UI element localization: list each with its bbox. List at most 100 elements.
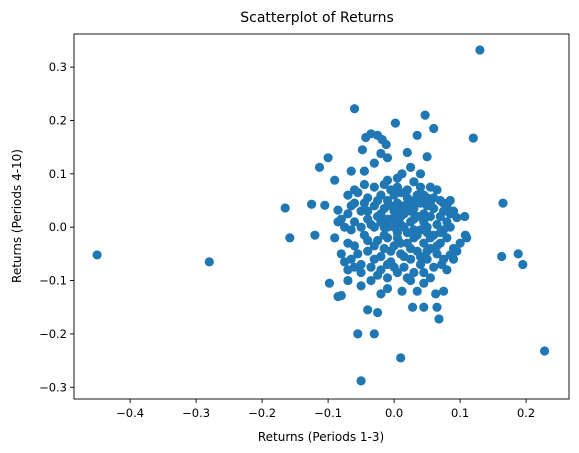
data-point — [386, 201, 396, 211]
data-point — [419, 267, 429, 278]
data-point — [307, 199, 317, 209]
data-point — [369, 329, 379, 339]
data-point — [379, 230, 389, 240]
data-point — [425, 198, 435, 208]
data-point — [379, 179, 389, 190]
data-point — [419, 302, 429, 312]
data-point — [442, 217, 452, 227]
data-point — [412, 130, 422, 140]
data-point — [343, 190, 353, 200]
data-point — [92, 250, 102, 260]
data-point — [343, 275, 353, 286]
data-point — [513, 249, 523, 259]
x-tick-label: −0.2 — [248, 406, 276, 420]
data-point — [425, 273, 435, 283]
data-point — [382, 153, 393, 163]
data-point — [407, 302, 418, 312]
data-point — [396, 203, 406, 214]
data-point — [346, 225, 356, 235]
data-point — [406, 162, 416, 173]
data-point — [369, 182, 379, 192]
data-point — [356, 281, 366, 291]
data-point — [346, 166, 356, 176]
data-point — [330, 175, 340, 185]
data-point — [376, 209, 386, 219]
data-point — [353, 329, 363, 339]
data-point — [392, 233, 402, 243]
data-point — [402, 185, 412, 195]
data-point — [452, 246, 462, 256]
data-point — [382, 222, 393, 232]
data-point — [389, 262, 399, 272]
data-point — [434, 314, 444, 324]
chart-title: Scatterplot of Returns — [240, 10, 394, 26]
data-point — [415, 182, 426, 192]
data-point — [468, 133, 478, 143]
data-point — [412, 286, 422, 296]
data-point — [432, 249, 442, 259]
x-tick-label: 0.2 — [517, 406, 535, 420]
data-point — [399, 262, 409, 272]
data-point — [425, 211, 435, 222]
data-point — [366, 275, 376, 286]
data-point — [356, 376, 366, 386]
x-tick-label: −0.1 — [314, 406, 342, 420]
y-tick-label: −0.3 — [39, 380, 67, 394]
data-point — [359, 179, 369, 190]
data-point — [432, 241, 442, 251]
data-point — [422, 152, 432, 162]
data-point — [539, 346, 550, 356]
data-point — [455, 238, 465, 248]
data-point — [396, 353, 406, 363]
data-point — [420, 110, 430, 120]
data-points — [92, 45, 550, 386]
data-point — [373, 195, 383, 206]
data-point — [333, 217, 343, 227]
data-point — [409, 195, 419, 206]
data-point — [369, 241, 379, 251]
data-point — [333, 205, 343, 215]
data-point — [363, 206, 373, 216]
data-point — [357, 145, 368, 155]
data-point — [382, 283, 393, 294]
data-point — [390, 118, 401, 128]
data-point — [340, 257, 350, 267]
data-point — [363, 246, 373, 256]
y-axis-ticks: −0.3 −0.2 −0.1 0.0 0.1 0.2 0.3 — [39, 60, 74, 394]
data-point — [373, 307, 383, 318]
data-point — [381, 139, 391, 150]
data-point — [356, 267, 366, 278]
data-point — [518, 259, 528, 270]
y-tick-label: 0.3 — [49, 60, 67, 74]
data-point — [415, 169, 426, 179]
data-point — [349, 241, 360, 251]
data-point — [356, 222, 366, 232]
x-tick-label: 0.1 — [451, 406, 469, 420]
data-point — [406, 243, 416, 254]
data-point — [356, 206, 366, 216]
data-point — [363, 305, 373, 315]
x-tick-label: 0.0 — [385, 406, 403, 420]
data-point — [310, 230, 320, 240]
data-point — [432, 185, 442, 195]
data-point — [406, 206, 416, 216]
y-tick-label: −0.2 — [39, 327, 67, 341]
x-axis-ticks: −0.4 −0.3 −0.2 −0.1 0.0 0.1 0.2 — [116, 399, 535, 420]
data-point — [448, 254, 459, 264]
data-point — [429, 123, 439, 134]
data-point — [415, 211, 426, 222]
data-point — [399, 251, 409, 262]
data-point — [349, 185, 360, 195]
data-point — [498, 198, 508, 208]
data-point — [323, 153, 333, 163]
y-tick-label: 0.1 — [49, 167, 67, 181]
data-point — [439, 286, 449, 296]
data-point — [402, 227, 412, 238]
data-point — [497, 251, 507, 262]
plot-frame — [73, 33, 570, 400]
data-point — [366, 129, 376, 139]
data-point — [320, 200, 330, 210]
data-point — [369, 222, 379, 232]
data-point — [402, 273, 412, 283]
